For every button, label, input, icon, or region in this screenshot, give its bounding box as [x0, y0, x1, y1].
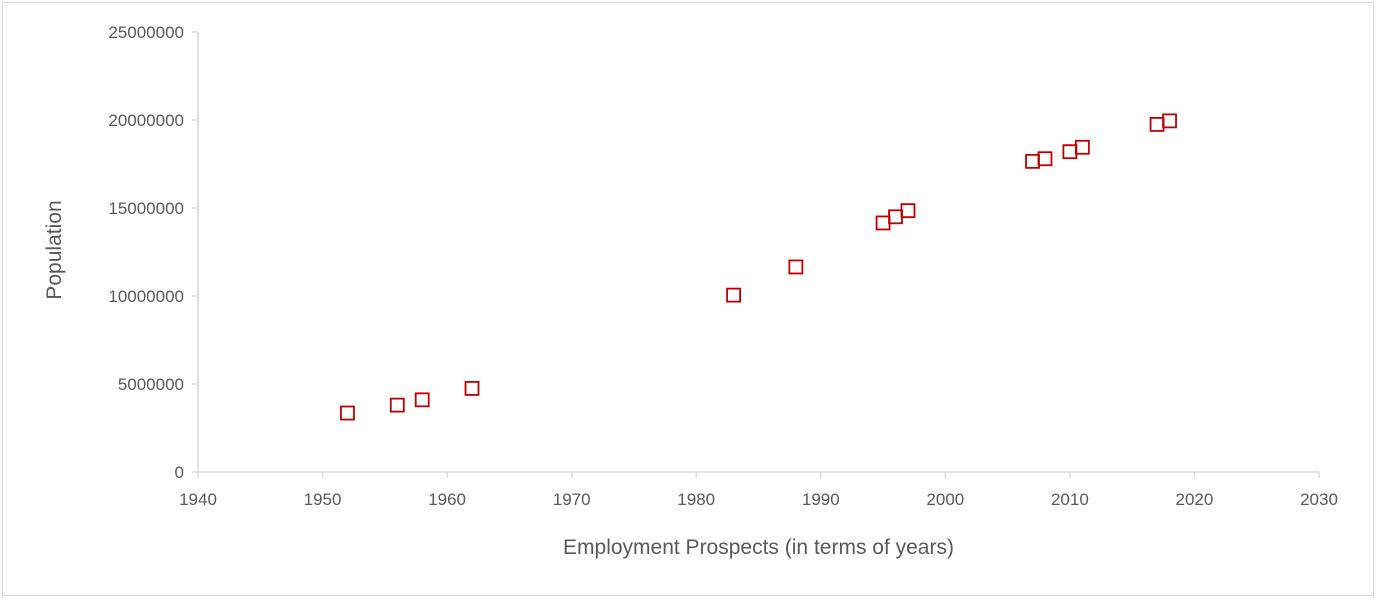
data-point — [1074, 139, 1090, 155]
y-tick-label: 20000000 — [108, 111, 184, 130]
x-tick-label: 2020 — [1176, 490, 1214, 509]
data-point — [726, 287, 741, 303]
data-point — [900, 203, 916, 219]
x-axis-title: Employment Prospects (in terms of years) — [563, 536, 954, 559]
data-points — [340, 113, 1177, 421]
x-axis-ticks: 1940 1950 1960 1970 1980 1990 2000 2010 2020 2030 — [179, 472, 1338, 509]
data-point — [340, 405, 355, 421]
data-point — [788, 259, 804, 275]
x-tick-label: 1950 — [304, 490, 342, 509]
x-tick-label: 2010 — [1051, 490, 1089, 509]
y-tick-label: 0 — [175, 463, 184, 482]
y-tick-label: 5000000 — [118, 375, 184, 394]
data-point — [888, 209, 903, 225]
y-axis-title: Population — [43, 200, 66, 299]
data-point — [1062, 144, 1078, 160]
data-point — [1149, 117, 1165, 132]
x-tick-label: 1990 — [802, 490, 840, 509]
x-tick-label: 2000 — [926, 490, 964, 509]
data-point — [389, 397, 405, 413]
data-point — [1162, 113, 1177, 129]
x-tick-label: 1980 — [677, 490, 715, 509]
data-point — [1037, 151, 1053, 167]
y-axis-ticks: 0 5000000 10000000 15000000 20000000 25000000 — [108, 23, 198, 482]
x-tick-label: 1960 — [428, 490, 466, 509]
y-tick-label: 15000000 — [108, 199, 184, 218]
x-tick-label: 2030 — [1300, 490, 1338, 509]
x-tick-label: 1940 — [179, 490, 217, 509]
data-point — [464, 380, 480, 396]
data-point — [1025, 153, 1040, 169]
data-point — [875, 215, 891, 231]
y-tick-label: 25000000 — [108, 23, 184, 42]
y-tick-label: 10000000 — [108, 287, 184, 306]
data-point — [414, 392, 430, 408]
x-tick-label: 1970 — [553, 490, 591, 509]
